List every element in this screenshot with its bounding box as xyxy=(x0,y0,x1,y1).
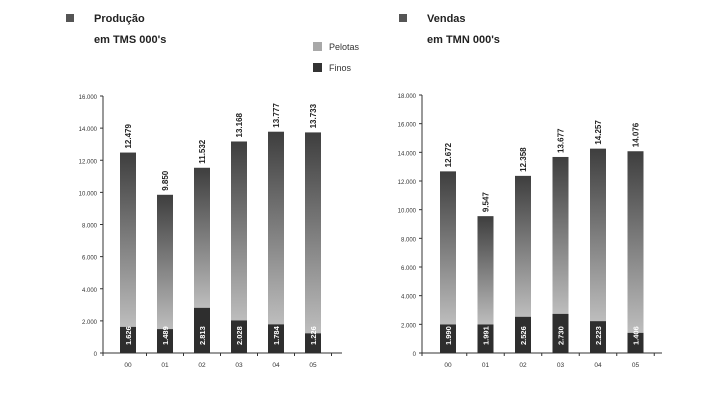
chart2-y-tick-label: 6.000 xyxy=(401,266,417,272)
legend-label-finos: Finos xyxy=(329,63,352,73)
chart1-finos-label: 1.784 xyxy=(272,325,281,345)
chart1-bar-finos xyxy=(120,326,136,353)
chart2-bar-finos xyxy=(477,324,494,353)
chart1-y-tick-label: 10.000 xyxy=(79,191,98,197)
chart1-total-label: 13.777 xyxy=(272,103,281,128)
legend-swatch-finos xyxy=(313,63,322,72)
chart2-y-tick-label: 16.000 xyxy=(398,123,417,129)
chart1-y-tick-label: 4.000 xyxy=(82,288,98,294)
chart2-bar-finos xyxy=(627,332,644,353)
chart2-title: Vendas xyxy=(427,13,466,25)
chart2-total-label: 14.076 xyxy=(632,122,641,147)
chart2-bar-pelotas xyxy=(627,151,644,333)
chart2-total-label: 13.677 xyxy=(557,128,566,153)
chart2-x-tick-label: 04 xyxy=(594,362,602,369)
chart2-x-tick-label: 02 xyxy=(519,362,527,369)
chart1-title-marker xyxy=(66,14,74,22)
chart2-finos-label: 1.990 xyxy=(444,326,453,345)
chart2-total-label: 14.257 xyxy=(594,120,603,145)
chart1-y-tick-label: 8.000 xyxy=(82,224,98,230)
chart1-finos-label: 1.489 xyxy=(161,326,170,345)
chart2-bar-finos xyxy=(590,321,606,353)
chart2-y-tick-label: 0 xyxy=(413,352,417,358)
chart2-bar-finos xyxy=(552,313,569,353)
chart1-bar-pelotas xyxy=(194,167,210,308)
chart2-x-tick-label: 05 xyxy=(632,362,640,369)
chart2-bar-pelotas xyxy=(440,171,456,325)
chart1-y-tick-label: 12.000 xyxy=(79,159,98,165)
chart1-y-tick-label: 6.000 xyxy=(82,256,98,262)
chart1-finos-label: 2.813 xyxy=(198,326,207,345)
chart2-y-tick-label: 18.000 xyxy=(398,94,417,100)
legend-swatch-pelotas xyxy=(313,42,322,51)
chart2-bar-finos xyxy=(515,316,531,353)
chart1-total-label: 11.532 xyxy=(198,139,207,164)
chart2-y-tick-label: 8.000 xyxy=(401,237,417,243)
chart1-finos-label: 2.028 xyxy=(235,326,244,345)
chart2-bar-finos xyxy=(440,324,456,353)
chart2-bar-pelotas xyxy=(552,156,569,314)
chart1-x-tick-label: 05 xyxy=(309,362,317,369)
chart2-plot: 18.000 16.000 14.000 12.000 10.000 8.000 6.000… xyxy=(398,94,662,369)
chart2-total-label: 9.547 xyxy=(482,192,491,213)
chart2-total-label: 12.358 xyxy=(519,147,528,172)
chart1-plot: 16.000 14.000 12.000 10.000 8.000 6.000 4.000 2… xyxy=(79,95,342,369)
chart1-finos-label: 1.226 xyxy=(309,326,318,345)
chart2-finos-label: 1.406 xyxy=(632,326,641,345)
chart1-y-tick-label: 14.000 xyxy=(79,127,98,133)
chart2-bar-pelotas xyxy=(515,175,531,317)
chart1-y-tick-label: 2.000 xyxy=(82,320,98,326)
chart2-subtitle: em TMN 000's xyxy=(427,34,500,46)
chart2-bar-pelotas xyxy=(590,148,606,322)
chart1-title: Produção xyxy=(94,13,145,25)
chart1-bar-pelotas xyxy=(157,194,173,330)
chart2-x-tick-label: 01 xyxy=(482,362,490,369)
chart1-bar-finos xyxy=(194,307,210,353)
chart2-finos-label: 2.223 xyxy=(594,326,603,345)
chart1-bar-pelotas xyxy=(120,152,136,327)
chart2-y-tick-label: 12.000 xyxy=(398,180,417,186)
chart1-x-tick-label: 03 xyxy=(235,362,243,369)
chart1-bar-pelotas xyxy=(231,141,247,321)
chart2-y-tick-label: 14.000 xyxy=(398,151,417,157)
chart1-total-label: 13.733 xyxy=(309,103,318,128)
chart2-bar-pelotas xyxy=(477,216,494,325)
chart2-y-tick-label: 4.000 xyxy=(401,295,417,301)
chart1-bar-finos xyxy=(305,333,321,353)
chart2-y-tick-label: 10.000 xyxy=(398,209,417,215)
chart1-x-tick-label: 01 xyxy=(161,362,169,369)
chart1-total-label: 9.850 xyxy=(161,170,170,191)
chart1-finos-label: 1.626 xyxy=(124,326,133,345)
chart2-y-tick-label: 2.000 xyxy=(401,323,417,329)
chart1-y-tick-label: 0 xyxy=(94,352,98,358)
chart2-finos-label: 2.730 xyxy=(557,326,566,345)
chart1-total-label: 12.479 xyxy=(124,124,133,149)
chart2-x-tick-label: 03 xyxy=(557,362,565,369)
chart2-total-label: 12.672 xyxy=(444,142,453,167)
chart1-bar-finos xyxy=(231,320,247,353)
chart1-x-tick-label: 04 xyxy=(272,362,280,369)
chart2-title-marker xyxy=(399,14,407,22)
chart2-finos-label: 1.991 xyxy=(482,326,491,345)
chart1-total-label: 13.168 xyxy=(235,112,244,137)
chart1-bar-pelotas xyxy=(305,132,321,334)
chart1-bar-pelotas xyxy=(268,131,284,325)
chart2-finos-label: 2.526 xyxy=(519,326,528,345)
chart1-x-tick-label: 02 xyxy=(198,362,206,369)
chart1-x-tick-label: 00 xyxy=(124,362,132,369)
chart1-bar-finos xyxy=(157,329,173,353)
legend-label-pelotas: Pelotas xyxy=(329,42,360,52)
chart1-y-tick-label: 16.000 xyxy=(79,95,98,101)
chart1-subtitle: em TMS 000's xyxy=(94,34,166,46)
chart1-bar-finos xyxy=(268,324,284,353)
chart2-x-tick-label: 00 xyxy=(444,362,452,369)
